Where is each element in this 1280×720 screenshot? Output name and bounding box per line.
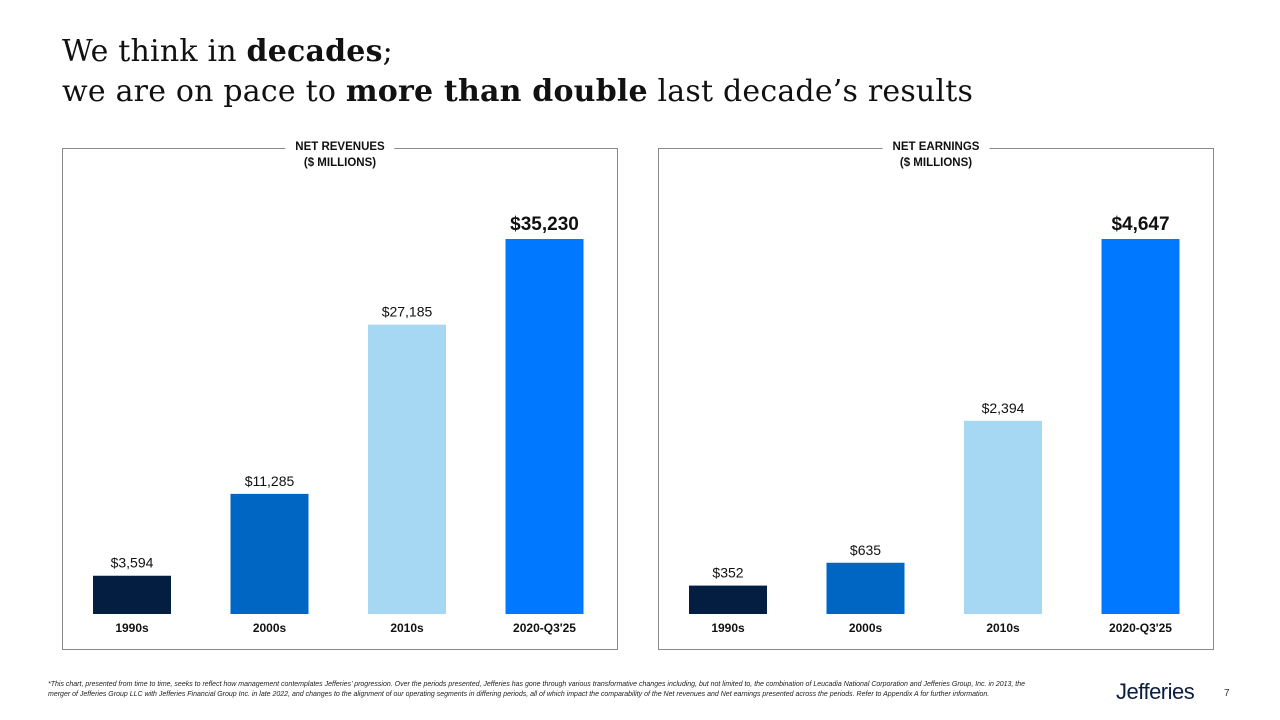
chart-title-main: NET EARNINGS — [892, 141, 980, 153]
net-earnings-panel: NET EARNINGS ($ MILLIONS) $352 1990s $635 2… — [658, 139, 1214, 650]
chart-title-units: ($ MILLIONS) — [303, 157, 377, 169]
category-label: 2010s — [390, 621, 424, 635]
net-revenues-chart-title: NET REVENUES ($ MILLIONS) — [285, 139, 395, 171]
data-label: $2,394 — [982, 400, 1025, 416]
bar-2000s — [230, 493, 309, 614]
data-label: $27,185 — [382, 304, 433, 320]
category-label: 2020-Q3'25 — [513, 621, 576, 635]
footnote: *This chart, presented from time to time… — [48, 681, 1026, 698]
category-label: 2010s — [986, 621, 1020, 635]
chart-title-units: ($ MILLIONS) — [899, 157, 973, 169]
category-label: 1990s — [115, 621, 149, 635]
category-label: 2000s — [253, 621, 287, 635]
bar-2010s — [964, 420, 1042, 614]
bar-2020-q3-25 — [1101, 239, 1180, 614]
bar-1990s — [93, 575, 171, 614]
category-label: 2020-Q3'25 — [1109, 621, 1172, 635]
chart-title-main: NET REVENUES — [295, 141, 385, 153]
jefferies-logo: Jefferies — [1116, 679, 1195, 704]
data-label: $11,285 — [245, 473, 295, 489]
data-label: $352 — [712, 565, 743, 581]
net-earnings-chart-title: NET EARNINGS ($ MILLIONS) — [882, 139, 990, 171]
bar-2010s — [368, 324, 446, 614]
data-label: $35,230 — [510, 214, 579, 235]
bar-2020-q3-25 — [505, 239, 584, 614]
page-number: 7 — [1224, 688, 1230, 699]
data-label: $3,594 — [111, 555, 154, 571]
category-label: 2000s — [849, 621, 883, 635]
data-label: $635 — [850, 542, 881, 558]
bar-1990s — [689, 585, 767, 614]
net-revenues-panel: NET REVENUES ($ MILLIONS) $3,594 1990s $11… — [62, 139, 618, 650]
category-label: 1990s — [711, 621, 745, 635]
net-earnings-chart: $352 1990s $635 2000s $2,394 2010s $4,647 2020-… — [689, 214, 1180, 635]
bar-2000s — [826, 562, 905, 614]
data-label: $4,647 — [1111, 214, 1169, 235]
net-revenues-chart: $3,594 1990s $11,285 2000s $27,185 2010s $35,2… — [93, 214, 584, 635]
slide-title: We think in decades; we are on pace to m… — [62, 34, 974, 109]
